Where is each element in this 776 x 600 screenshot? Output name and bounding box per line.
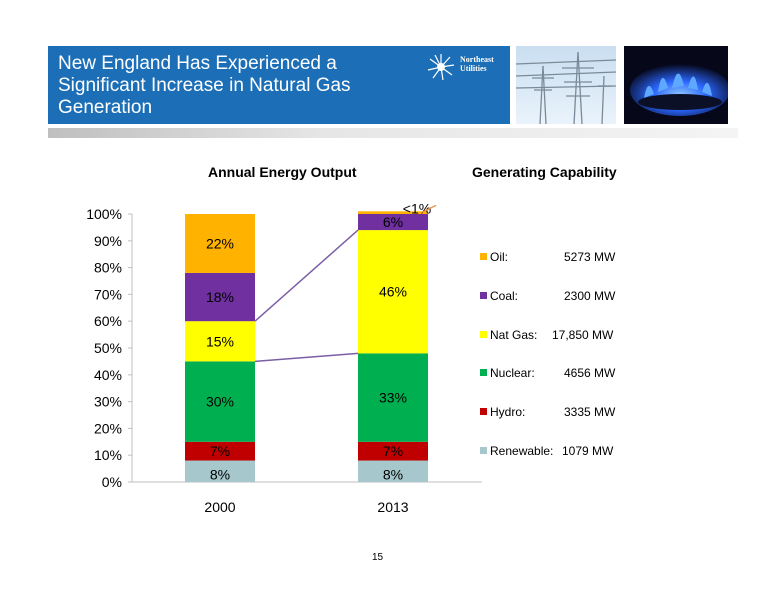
data-label: 8% (210, 466, 230, 482)
legend-swatch (480, 292, 487, 299)
legend-value: 1079 MW (562, 444, 614, 458)
legend-label: Oil: (490, 250, 508, 264)
data-label: 18% (206, 289, 234, 305)
data-label: 8% (383, 466, 403, 482)
data-label: 15% (206, 333, 234, 349)
legend-value: 2300 MW (564, 289, 616, 303)
trend-line-coal (254, 229, 359, 322)
y-tick-label: 40% (94, 367, 122, 383)
y-tick-label: 30% (94, 394, 122, 410)
bar-segment (185, 321, 255, 362)
header-divider (48, 128, 738, 138)
gas-flame-icon (630, 64, 728, 116)
legend-label: Coal: (490, 289, 519, 303)
oil-label-leader (421, 204, 437, 213)
page-number: 15 (372, 552, 384, 563)
northeast-utilities-logo: Northeast Utilities (426, 52, 506, 84)
bar-segment (185, 214, 255, 273)
bar-segment (358, 230, 428, 354)
gas-flame-photo (624, 46, 728, 124)
data-label: 30% (206, 394, 234, 410)
data-label: 33% (379, 390, 407, 406)
bar-segment (358, 211, 428, 214)
y-tick-label: 90% (94, 233, 122, 249)
y-tick-label: 100% (86, 206, 122, 222)
legend-swatch (480, 369, 487, 376)
legend-label: Renewable: (490, 444, 554, 458)
bar-segment (358, 441, 428, 461)
y-tick-label: 50% (94, 340, 122, 356)
sunburst-logo-icon (427, 54, 455, 81)
y-tick-label: 0% (102, 474, 122, 490)
legend-label: Hydro: (490, 405, 526, 419)
y-tick-label: 20% (94, 420, 122, 436)
transmission-towers-photo (516, 46, 616, 124)
bar-segment (185, 441, 255, 461)
legend-swatch (480, 331, 487, 338)
page-title: New England Has Experienced a Significan… (58, 53, 351, 118)
transmission-tower-icon (516, 51, 616, 124)
y-tick-label: 60% (94, 313, 122, 329)
bar-segment (185, 272, 255, 322)
x-tick-label: 2013 (377, 499, 408, 515)
bar-segment (185, 460, 255, 482)
legend-swatch (480, 447, 487, 454)
data-label: 22% (206, 235, 234, 251)
x-tick-label: 2000 (204, 499, 235, 515)
legend-value: 5273 MW (564, 250, 616, 264)
legend-swatch (480, 253, 487, 260)
chart-title: Annual Energy Output (208, 164, 357, 180)
logo-text: Northeast Utilities (460, 55, 494, 73)
bar-segment (358, 214, 428, 231)
data-label: 6% (383, 214, 403, 230)
data-label: 7% (210, 443, 230, 459)
data-label: 46% (379, 284, 407, 300)
y-tick-label: 10% (94, 447, 122, 463)
y-tick-label: 80% (94, 260, 122, 276)
capability-title: Generating Capability (472, 164, 617, 180)
bar-segment (358, 353, 428, 442)
trend-line-gas (254, 352, 359, 363)
legend-value: 4656 MW (564, 366, 616, 380)
legend-value: 17,850 MW (552, 328, 614, 342)
legend-swatch (480, 408, 487, 415)
legend-label: Nuclear: (490, 366, 535, 380)
bar-segment (358, 460, 428, 482)
legend-label: Nat Gas: (490, 328, 538, 342)
data-label: 7% (383, 443, 403, 459)
legend-value: 3335 MW (564, 405, 616, 419)
bar-segment (185, 361, 255, 442)
data-label: <1% (403, 200, 431, 216)
title-banner: New England Has Experienced a Significan… (48, 46, 510, 124)
y-tick-label: 70% (94, 286, 122, 302)
